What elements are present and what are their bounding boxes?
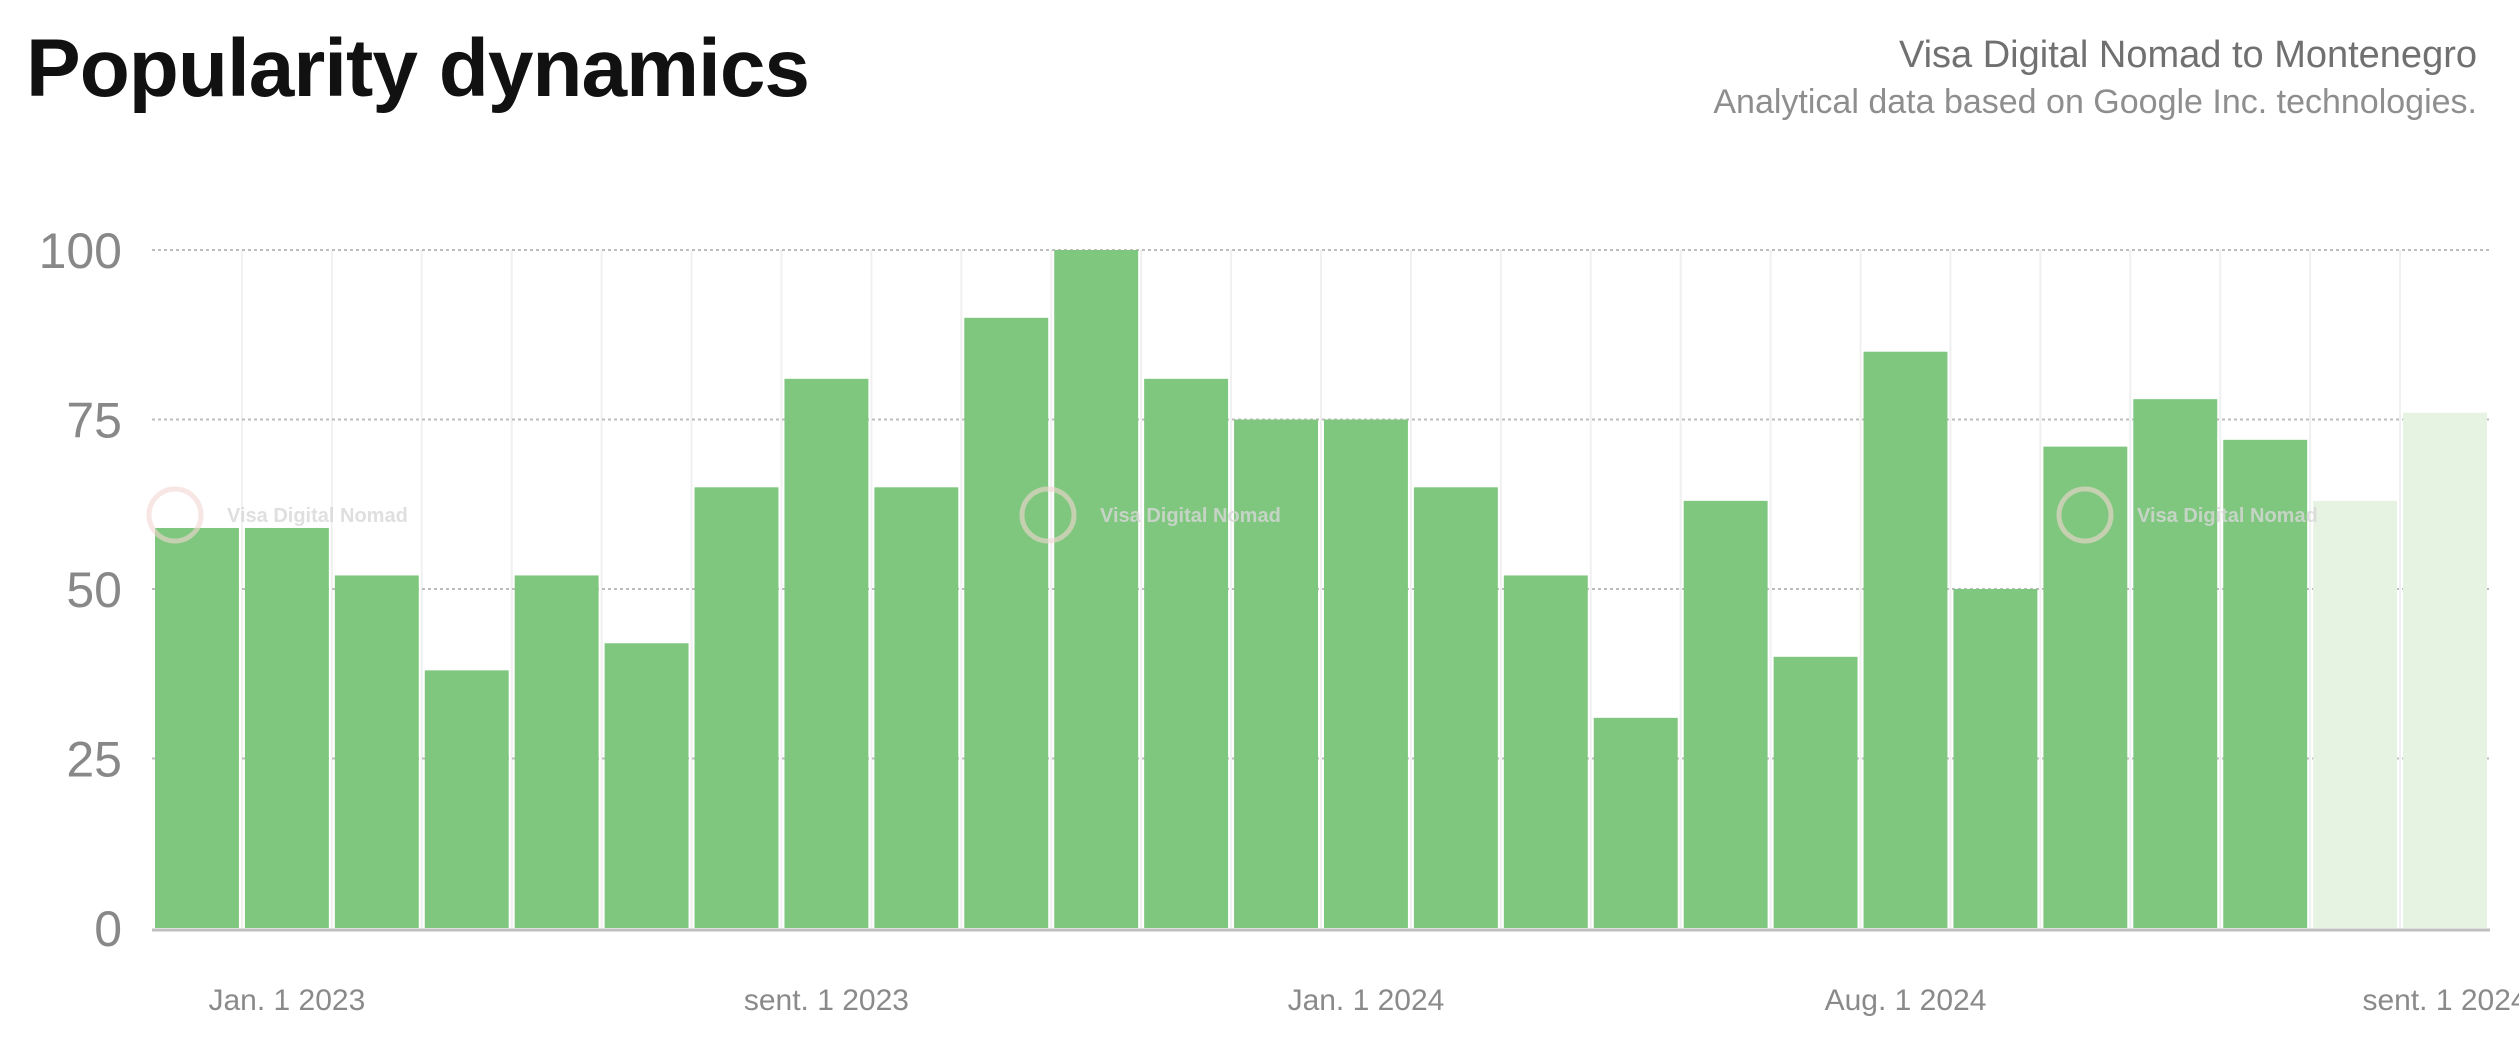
bar [1773, 656, 1858, 928]
bar [1503, 575, 1588, 928]
watermark-logo-icon [1019, 486, 1077, 544]
bar [1324, 419, 1408, 928]
vertical-grid [240, 250, 2402, 928]
bar-series [155, 250, 2487, 929]
bar [1054, 250, 1139, 928]
y-tick-label: 25 [66, 732, 122, 788]
x-tick-label: sent. 1 2023 [744, 984, 909, 1017]
bar [604, 643, 689, 928]
forecast-bar [2313, 500, 2398, 928]
bar [244, 527, 329, 928]
y-tick-label: 50 [66, 562, 122, 618]
watermark-text: Visa Digital Nomad [1100, 505, 1281, 527]
bar [964, 317, 1049, 928]
bar [1863, 351, 1948, 928]
x-tick-label: sent. 1 2024 [2362, 984, 2519, 1017]
watermark-logo-icon [2056, 486, 2114, 544]
bar [1683, 500, 1768, 928]
bar [1413, 487, 1498, 928]
bar [694, 487, 779, 928]
bar [155, 527, 239, 928]
bar [2133, 399, 2218, 928]
watermark-logo-icon [146, 486, 204, 544]
watermark-text: Visa Digital Nomad [2137, 505, 2318, 527]
bar [784, 378, 869, 928]
bar [874, 487, 959, 928]
y-tick-label: 75 [66, 393, 122, 449]
y-tick-label: 100 [39, 223, 122, 279]
watermarks: Visa Digital Nomad Visa Digital Nomad Visa… [146, 486, 2318, 544]
data-source-note: Analytical data based on Google Inc. tec… [1713, 83, 2477, 121]
y-tick-label: 0 [94, 901, 122, 957]
header-info: Visa Digital Nomad to Montenegro Analyti… [1713, 34, 2477, 122]
bar [334, 575, 419, 928]
y-axis-ticks: 0 25 50 75 100 [39, 223, 122, 957]
bar [514, 575, 599, 928]
x-tick-label: Aug. 1 2024 [1825, 984, 1987, 1017]
forecast-bar [2403, 412, 2487, 929]
x-tick-label: Jan. 1 2023 [208, 984, 365, 1017]
bar [1144, 378, 1229, 928]
bar [2223, 439, 2308, 928]
bar [1953, 589, 2038, 928]
watermark-text: Visa Digital Nomad [227, 505, 408, 527]
bar [2043, 446, 2128, 928]
x-tick-label: Jan. 1 2024 [1288, 984, 1445, 1017]
bar [424, 670, 509, 928]
page-title: Popularity dynamics [26, 23, 810, 114]
chart-subtitle: Visa Digital Nomad to Montenegro [1898, 34, 2477, 76]
x-axis-ticks: Jan. 1 2023 sent. 1 2023 Jan. 1 2024 Aug. 1… [208, 984, 2519, 1017]
bar [1593, 717, 1678, 928]
bar [1234, 419, 1318, 928]
